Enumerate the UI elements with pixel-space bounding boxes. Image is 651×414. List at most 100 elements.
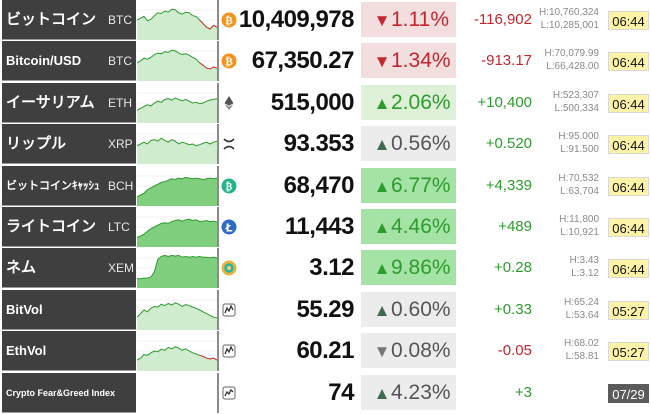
asset-name: Bitcoin/USD <box>6 53 82 68</box>
change-amount: +3 <box>514 384 532 401</box>
low-value: L:500,334 <box>554 103 600 114</box>
high-value: H:65.24 <box>563 297 599 308</box>
sparkline-area <box>137 50 217 81</box>
sparkline-area <box>137 9 217 40</box>
change-percent-value: 6.77% <box>391 174 451 197</box>
asset-name: リップル <box>6 135 67 152</box>
ticker-row-bitvol[interactable]: BitVol 55.29 ▲0.60% +0.33 H:65.24 L:53.6… <box>0 290 651 331</box>
ticker-row-xem[interactable]: ネム XEM 3.12 ▲9.86% +0.28 H:3.43 L:3.12 0… <box>0 248 651 289</box>
sparkline-line <box>137 254 217 280</box>
index-icon <box>221 385 237 401</box>
column-divider <box>217 41 219 81</box>
high-low: H:70,532 L:63,704 <box>536 172 599 198</box>
change-percent-value: 4.23% <box>391 381 451 404</box>
down-arrow-icon: ▼ <box>373 342 391 361</box>
update-time: 06:44 <box>608 11 649 30</box>
high-value: H:523,307 <box>552 90 599 101</box>
asset-name-cell: リップル XRP <box>2 124 136 164</box>
high-low: H:70,079.99 L:66,428.00 <box>536 47 600 73</box>
price: 68,470 <box>283 172 355 199</box>
change-percent-value: 1.11% <box>391 8 449 31</box>
asset-name: ビットコインｷｬｯｼｭ <box>6 180 100 192</box>
ticker-row-eth[interactable]: イーサリアム ETH 515,000 ▲2.06% +10,400 H:523,… <box>0 83 651 124</box>
high-low: H:68.02 L:58.81 <box>536 337 599 363</box>
sparkline-chart <box>137 340 217 371</box>
down-arrow-icon: ▼ <box>373 11 391 30</box>
asset-name-cell: EthVol <box>2 331 136 371</box>
asset-name: EthVol <box>6 343 47 358</box>
sparkline-chart <box>137 133 217 164</box>
high-low: H:65.24 L:53.64 <box>536 296 599 322</box>
update-time: 06:44 <box>608 218 649 237</box>
column-divider <box>217 83 219 123</box>
ticker-symbol: BCH <box>108 179 134 193</box>
price: 55.29 <box>296 296 354 323</box>
asset-name: ビットコイン <box>6 11 97 28</box>
ticker-symbol: XEM <box>108 261 135 275</box>
sparkline-area <box>137 138 217 164</box>
sparkline-area <box>137 255 217 288</box>
high-value: H:95.000 <box>558 131 599 142</box>
bitcoin-icon: ₿ <box>221 12 237 28</box>
update-time: 06:44 <box>608 259 649 278</box>
column-divider <box>217 331 219 371</box>
ticker-row-btc[interactable]: Bitcoin/USD BTC ₿ 67,350.27 ▼1.34% -913.… <box>0 41 651 82</box>
svg-text:₿: ₿ <box>226 181 233 193</box>
asset-name: Crypto Fear&Greed Index <box>6 388 116 398</box>
sparkline-chart <box>137 299 217 330</box>
ticker-row-ethvol[interactable]: EthVol 60.21 ▼0.08% -0.05 H:68.02 L:58.8… <box>0 331 651 372</box>
high-low: H:11,800 L:10,921 <box>536 213 599 239</box>
sparkline-line <box>137 137 217 147</box>
ticker-symbol: LTC <box>108 220 130 234</box>
column-divider <box>217 248 219 288</box>
change-amount: +0.28 <box>494 259 532 276</box>
high-value: H:70,079.99 <box>544 48 600 59</box>
asset-name: BitVol <box>6 302 43 317</box>
column-divider <box>217 124 219 164</box>
change-percent: ▼1.34% <box>361 43 456 78</box>
sparkline-line <box>137 218 217 239</box>
ticker-symbol: BTC <box>108 13 132 27</box>
change-percent-value: 0.56% <box>391 132 451 155</box>
change-percent-value: 9.86% <box>391 256 451 279</box>
volatility-icon <box>221 343 237 359</box>
high-value: H:3.43 <box>569 255 599 266</box>
price: 67,350.27 <box>251 47 355 74</box>
ticker-symbol: BTC <box>108 54 132 68</box>
change-amount: -0.05 <box>497 342 532 359</box>
sparkline-line <box>137 97 217 111</box>
sparkline-chart <box>137 92 217 123</box>
update-time: 06:44 <box>608 177 649 196</box>
high-low: H:523,307 L:500,334 <box>536 89 599 115</box>
sparkline-chart <box>137 8 217 40</box>
column-divider <box>217 290 219 330</box>
sparkline-area <box>137 177 217 206</box>
asset-name-cell: BitVol <box>2 290 136 330</box>
change-percent-value: 4.46% <box>391 215 451 238</box>
price: 93.353 <box>283 130 355 157</box>
high-value: H:10,760,324 <box>538 7 599 18</box>
ripple-icon <box>221 136 237 152</box>
litecoin-icon: Ł <box>221 219 237 235</box>
sparkline-chart <box>137 254 217 288</box>
up-arrow-icon: ▲ <box>373 259 391 278</box>
price: 74 <box>328 379 354 406</box>
column-divider <box>217 166 219 206</box>
ticker-row-ltc[interactable]: ライトコイン LTC Ł 11,443 ▲4.46% +489 H:11,800… <box>0 207 651 248</box>
update-time: 07/29 <box>608 384 649 403</box>
sparkline-decline-segment <box>199 354 217 361</box>
ticker-row-crypto-fear-greed-index[interactable]: Crypto Fear&Greed Index 74 ▲4.23% +3 07/… <box>0 373 651 414</box>
change-percent: ▲6.77% <box>361 168 456 203</box>
low-value: L:66,428.00 <box>546 61 599 72</box>
sparkline-decline-segment <box>199 62 217 70</box>
change-percent: ▲0.60% <box>361 292 456 327</box>
ticker-row-bch[interactable]: ビットコインｷｬｯｼｭ BCH ₿ 68,470 ▲6.77% +4,339 H… <box>0 166 651 207</box>
ticker-row-btc[interactable]: ビットコイン BTC ₿ 10,409,978 ▼1.11% -116,902 … <box>0 0 651 41</box>
sparkline-area <box>137 98 217 123</box>
ticker-row-xrp[interactable]: リップル XRP 93.353 ▲0.56% +0.520 H:95.000 L… <box>0 124 651 165</box>
svg-text:₿: ₿ <box>225 14 233 27</box>
sparkline-decline-segment <box>199 19 217 30</box>
sparkline-area <box>137 346 217 371</box>
high-value: H:70,532 <box>558 173 599 184</box>
